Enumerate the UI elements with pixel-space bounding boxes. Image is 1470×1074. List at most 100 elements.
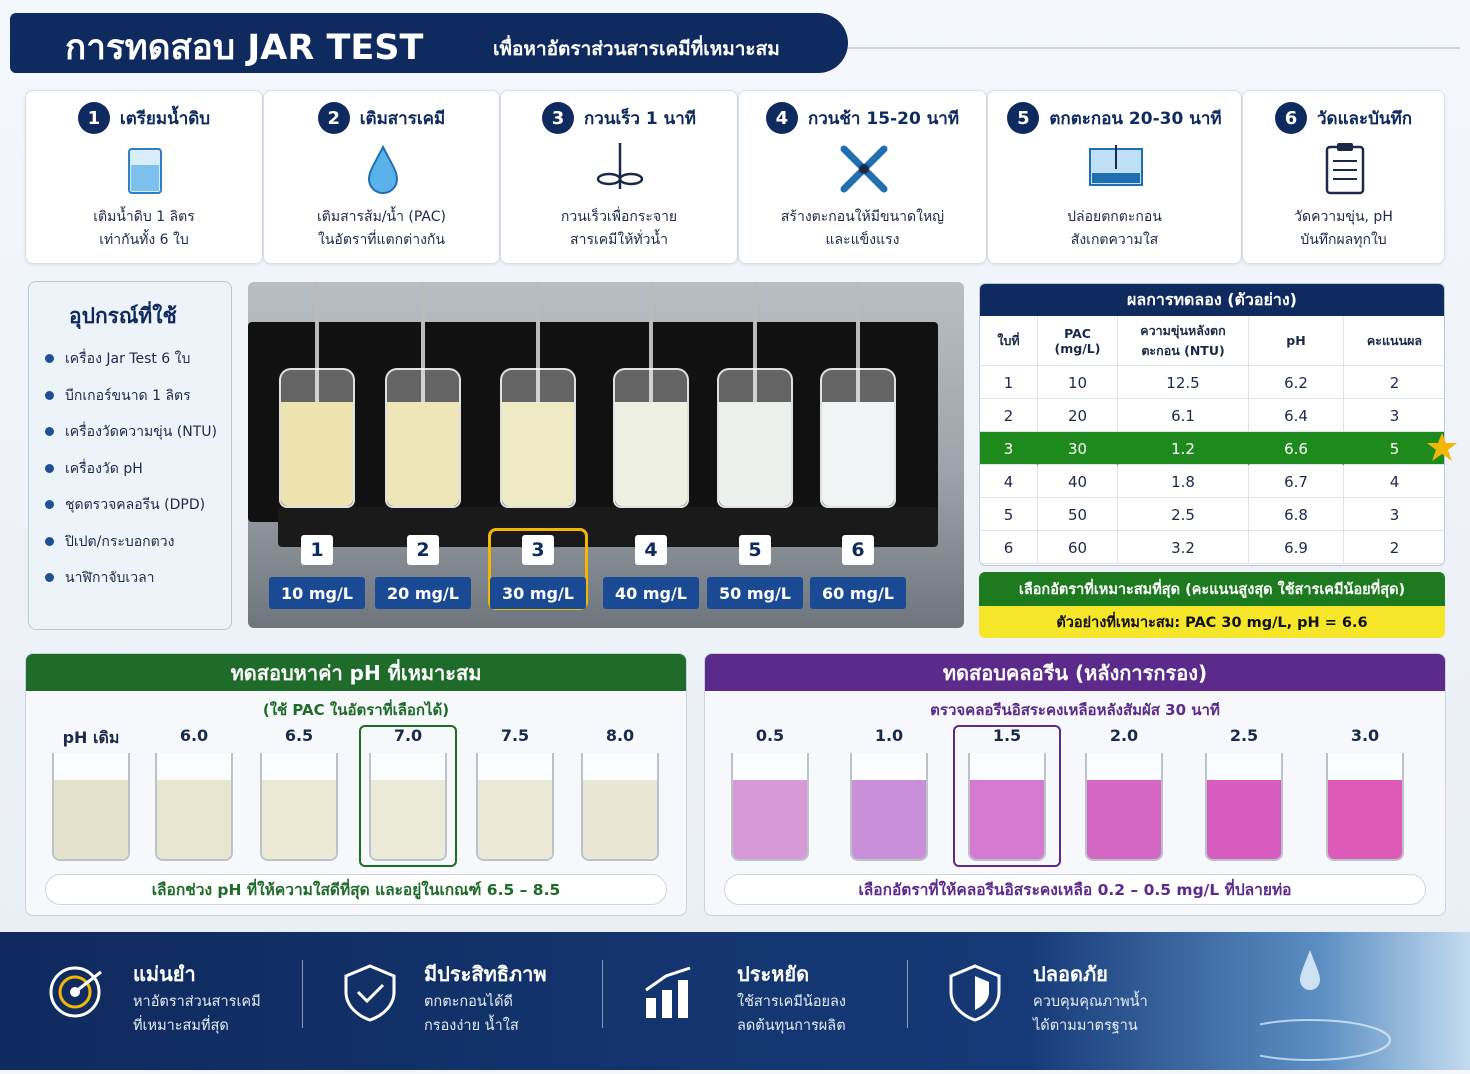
step-title: ตกตะกอน 20-30 นาที (1049, 108, 1222, 129)
column-header: PAC (mg/L) (1038, 316, 1118, 366)
jar-number: 1 (301, 535, 333, 565)
step-number: 3 (542, 102, 574, 134)
step-icon-svg (128, 148, 162, 194)
stirrer-rod (649, 282, 653, 402)
step-header: 6 วัดและบันทึก (1243, 101, 1444, 135)
step-header: 2 เติมสารเคมี (264, 101, 499, 135)
icon-shape (367, 144, 398, 194)
step-icon-svg (1325, 143, 1364, 195)
table-cell: 30 (1038, 432, 1118, 465)
table-cell: 1 (980, 366, 1038, 399)
icon-shape (1332, 160, 1357, 180)
step-header: 5 ตกตะกอน 20-30 นาที (988, 101, 1241, 135)
column-header: ความขุ่นหลังตกตะกอน (NTU) (1118, 316, 1249, 366)
icon-shape (1336, 143, 1353, 151)
table-cell: 3 (1344, 399, 1444, 432)
star-icon (1426, 431, 1458, 467)
jar-liquid (719, 402, 791, 506)
jar-photo: 1 10 mg/L 2 20 mg/L 3 30 mg/L 4 40 mg/L 5 50 mg/L… (248, 282, 964, 628)
icon-shape (975, 976, 989, 1010)
bullet (45, 427, 54, 436)
table-cell: 3 (980, 432, 1038, 465)
table-cell: 3.2 (1118, 531, 1249, 564)
beaker-label: 8.0 (605, 726, 635, 745)
table-row: 5 50 2.5 6.8 3 (980, 498, 1444, 531)
step-number: 2 (317, 102, 350, 134)
water-drop (1229, 940, 1460, 1074)
step-icon-svg (840, 145, 887, 193)
step-card: 4 กวนช้า 15-20 นาที สร้างตะกอนให้มีขนาดใหญ… (738, 90, 987, 264)
table-cell: 6.9 (1249, 531, 1344, 564)
step-icon (115, 139, 175, 203)
beaker-liquid (478, 780, 552, 859)
jar-liquid (387, 402, 459, 506)
beaker-label: 1.0 (874, 726, 904, 745)
step-icon-svg (367, 144, 398, 194)
equipment-card: อุปกรณ์ที่ใช้ เครื่อง Jar Test 6 ใบ บีกเกอ… (28, 281, 232, 630)
benefit-text: กรองง่าย น้ำใส (424, 1018, 519, 1034)
benefit-title: ปลอดภัย (1033, 962, 1108, 986)
step-icon-svg (1088, 145, 1143, 186)
step-header: 3 กวนเร็ว 1 นาที (501, 101, 737, 135)
jar-liquid (281, 402, 353, 506)
jar-number: 6 (842, 535, 874, 565)
step-text: ในอัตราที่แตกต่างกัน (318, 232, 445, 248)
header-subtitle: เพื่อหาอัตราส่วนสารเคมีที่เหมาะสม (493, 38, 780, 60)
benefit-text: ควบคุมคุณภาพน้ำ (1033, 994, 1148, 1010)
header-bar (10, 13, 848, 73)
jar-number: 3 (522, 535, 554, 565)
panel-title: ทดสอบหาค่า pH ที่เหมาะสม (26, 654, 686, 691)
icon-shape (131, 165, 159, 191)
benefit-title: มีประสิทธิภาพ (424, 962, 547, 986)
beaker-liquid (1207, 780, 1281, 859)
test-panel: ทดสอบคลอรีน (หลังการกรอง) ตรวจคลอรีนอิสระ… (704, 653, 1446, 916)
table-cell: 6.7 (1249, 465, 1344, 498)
step-text: บันทึกผลทุกใบ (1300, 232, 1387, 248)
benefit-icon-svg (344, 964, 396, 1022)
table-row: 4 40 1.8 6.7 4 (980, 465, 1444, 498)
jar-liquid (615, 402, 687, 506)
beaker-liquid (1087, 780, 1161, 859)
table-cell: 1.2 (1118, 432, 1249, 465)
beaker-highlight (359, 725, 457, 867)
icon-shape (596, 172, 622, 186)
table-cell: 5 (1344, 432, 1444, 465)
icon-shape (949, 964, 1001, 1022)
table-row: 6 60 3.2 6.9 2 (980, 531, 1444, 564)
column-header: ใบที่ (980, 316, 1038, 366)
benefit-title: แม่นยำ (133, 962, 196, 986)
step-title: เติมสารเคมี (359, 108, 446, 129)
bullet (45, 390, 54, 400)
table-cell: 40 (1038, 465, 1118, 498)
panel-note: เลือกอัตราที่ให้คลอรีนอิสระคงเหลือ 0.2 –… (724, 874, 1426, 905)
beaker-liquid (852, 780, 926, 859)
benefit-title: ประหยัด (737, 962, 810, 986)
beaker-label: pH เดิม (62, 728, 120, 747)
stirrer-rod (421, 282, 425, 402)
table-cell: 3 (1344, 498, 1444, 531)
step-header: 1 เตรียมน้ำดิบ (26, 101, 262, 135)
footer-divider (302, 960, 303, 1028)
equipment-item: ปิเปต/กระบอกตวง (65, 533, 175, 550)
beaker-label: 1.5 (992, 726, 1022, 745)
table-cell: 2 (1344, 366, 1444, 399)
equipment-title: อุปกรณ์ที่ใช้ (69, 304, 177, 328)
beaker-liquid (157, 780, 231, 859)
bullet (45, 573, 54, 582)
step-icon (834, 139, 894, 203)
benefit-icon (340, 962, 400, 1026)
jar-liquid (822, 402, 894, 506)
step-number: 5 (1007, 102, 1040, 134)
icon-shape (49, 966, 101, 1018)
jar-number: 5 (739, 535, 771, 565)
table-cell: 2.5 (1118, 498, 1249, 531)
table-cell: 60 (1038, 531, 1118, 564)
table-cell: 50 (1038, 498, 1118, 531)
icon-shape (344, 964, 396, 1022)
step-text: เติมสารส้ม/น้ำ (PAC) (317, 209, 446, 225)
benefit-icon (640, 962, 700, 1026)
step-title: กวนช้า 15-20 นาที (807, 108, 960, 129)
beaker-label: 2.5 (1229, 726, 1259, 745)
table-cell: 10 (1038, 366, 1118, 399)
beaker-liquid (970, 780, 1044, 859)
